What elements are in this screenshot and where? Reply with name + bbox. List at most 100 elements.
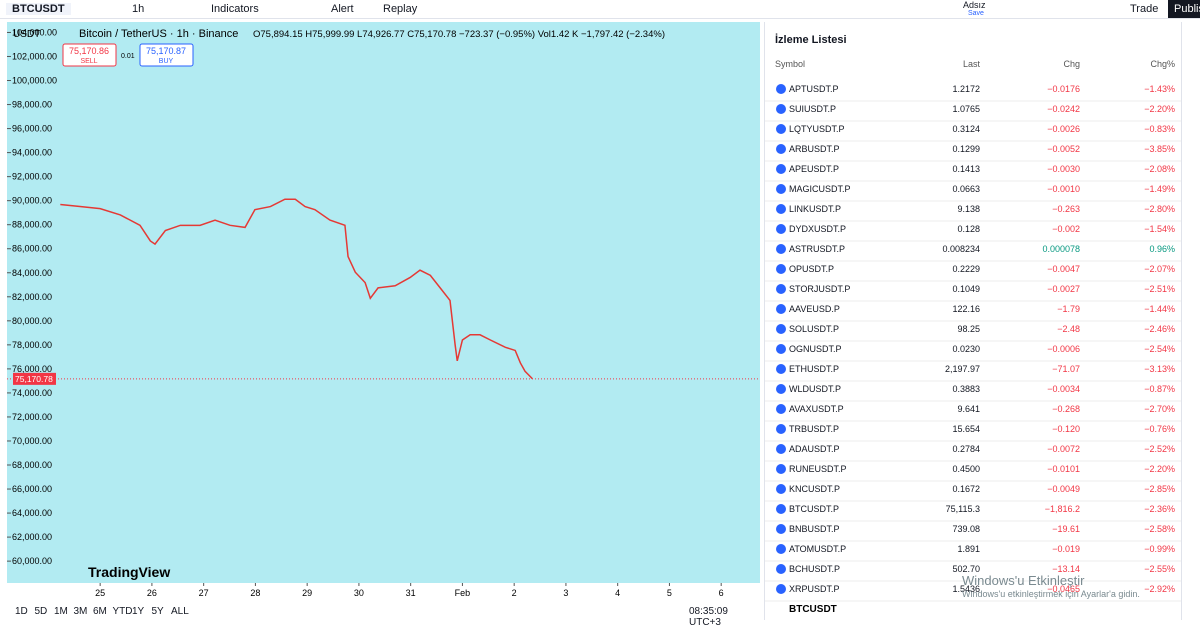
logo: TradingView [88,564,170,580]
symbol[interactable]: APTUSDT.P [789,84,839,94]
buy-label[interactable]: BUY [159,58,174,65]
currency: USDT [13,29,40,40]
last: 1.891 [957,544,980,554]
symbol-icon [776,364,786,374]
last: 0.3883 [952,384,980,394]
symbol-icon [776,504,786,514]
interval[interactable]: 1h [132,3,145,15]
symbol[interactable]: WLDUSDT.P [789,384,841,394]
sell-price[interactable]: 75,170.86 [69,46,109,56]
last: 75,115.3 [946,504,980,514]
change: −0.120 [1052,424,1080,434]
change: 0.000078 [1042,244,1080,254]
symbol[interactable]: STORJUSDT.P [789,284,850,294]
range-button[interactable]: 1Y [132,606,145,617]
trade[interactable]: Trade [1130,3,1159,15]
change-pct: −1.43% [1144,84,1175,94]
alert[interactable]: Alert [331,3,354,15]
symbol[interactable]: TRBUSDT.P [789,424,839,434]
symbol[interactable]: SUIUSDT.P [789,104,836,114]
last: 0.3124 [952,124,980,134]
symbol[interactable]: KNCUSDT.P [789,484,840,494]
replay[interactable]: Replay [383,3,418,15]
symbol[interactable]: BNBUSDT.P [789,524,840,534]
change: −0.0049 [1047,484,1080,494]
symbol[interactable]: ATOMUSDT.P [789,544,846,554]
symbol-icon [776,324,786,334]
symbol[interactable]: BCHUSDT.P [789,564,840,574]
last: 0.1672 [952,484,980,494]
watchlist-title[interactable]: İzleme Listesi [775,34,847,46]
range-button[interactable]: 5D [34,606,48,617]
buy-price[interactable]: 75,170.87 [146,46,186,56]
x-tick-label: 2 [512,588,517,598]
symbol[interactable]: ETHUSDT.P [789,364,839,374]
watermark-title: Windows'u Etkinleştir [962,573,1085,588]
range-button[interactable]: YTD [112,606,133,617]
symbol[interactable]: AAVEUSD.P [789,304,840,314]
x-tick-label: 25 [95,588,105,598]
symbol[interactable]: OGNUSDT.P [789,344,842,354]
last: 0.0230 [952,344,980,354]
sell-button[interactable] [62,43,117,67]
indicators[interactable]: Indicators [211,3,259,15]
change: −0.268 [1052,404,1080,414]
column-header: Last [963,59,981,69]
change-pct: −3.13% [1144,364,1175,374]
symbol[interactable]: SOLUSDT.P [789,324,839,334]
symbol[interactable]: XRPUSDT.P [789,584,840,594]
qty: 0.01 [121,53,135,60]
change: −0.0101 [1047,464,1080,474]
range-button[interactable]: 6M [93,606,107,617]
range-button[interactable]: 1M [54,606,68,617]
symbol[interactable]: ASTRUSDT.P [789,244,845,254]
y-tick-label: 70,000.00 [12,436,52,446]
symbol[interactable]: LINKUSDT.P [789,204,841,214]
last: 0.0663 [952,184,980,194]
last: 15.654 [952,424,980,434]
symbol-icon [776,204,786,214]
symbol[interactable]: BTCUSDT.P [789,504,839,514]
last: 739.08 [952,524,980,534]
publish[interactable]: Publis [1168,0,1200,18]
change: −0.0052 [1047,144,1080,154]
symbol[interactable]: BTCUSDT [6,3,71,15]
range-button[interactable]: ALL [171,606,189,617]
user[interactable]: Adsız [963,0,986,10]
x-tick-label: Feb [455,588,471,598]
symbol[interactable]: DYDXUSDT.P [789,224,846,234]
y-tick-label: 74,000.00 [12,388,52,398]
change: −13.14 [1052,564,1080,574]
change-pct: −2.07% [1144,264,1175,274]
symbol-icon [776,164,786,174]
symbol[interactable]: MAGICUSDT.P [789,184,851,194]
y-tick-label: 92,000.00 [12,172,52,182]
symbol[interactable]: APEUSDT.P [789,164,839,174]
range-button[interactable]: 1D [15,606,28,617]
symbol[interactable]: LQTYUSDT.P [789,124,845,134]
change: −71.07 [1052,364,1080,374]
x-tick-label: 5 [667,588,672,598]
symbol-icon [776,424,786,434]
change-pct: −2.52% [1144,444,1175,454]
y-tick-label: 104,000.00 [12,27,57,37]
last: 2,197.97 [945,364,980,374]
buy-button[interactable] [139,43,194,67]
change-pct: −2.85% [1144,484,1175,494]
change: −0.0006 [1047,344,1080,354]
symbol[interactable]: AVAXUSDT.P [789,404,844,414]
symbol-icon [776,584,786,594]
change: −0.263 [1052,204,1080,214]
save[interactable]: Save [968,10,984,17]
symbol[interactable]: ARBUSDT.P [789,144,840,154]
y-tick-label: 80,000.00 [12,316,52,326]
symbol[interactable]: ADAUSDT.P [789,444,840,454]
range-button[interactable]: 5Y [151,606,164,617]
watermark-subtitle: Windows'u etkinleştirmek için Ayarlar'a … [962,589,1140,599]
symbol[interactable]: RUNEUSDT.P [789,464,847,474]
range-button[interactable]: 3M [73,606,88,617]
symbol-icon [776,84,786,94]
symbol[interactable]: OPUSDT.P [789,264,834,274]
sell-label[interactable]: SELL [80,58,97,65]
change: −2.48 [1057,324,1080,334]
